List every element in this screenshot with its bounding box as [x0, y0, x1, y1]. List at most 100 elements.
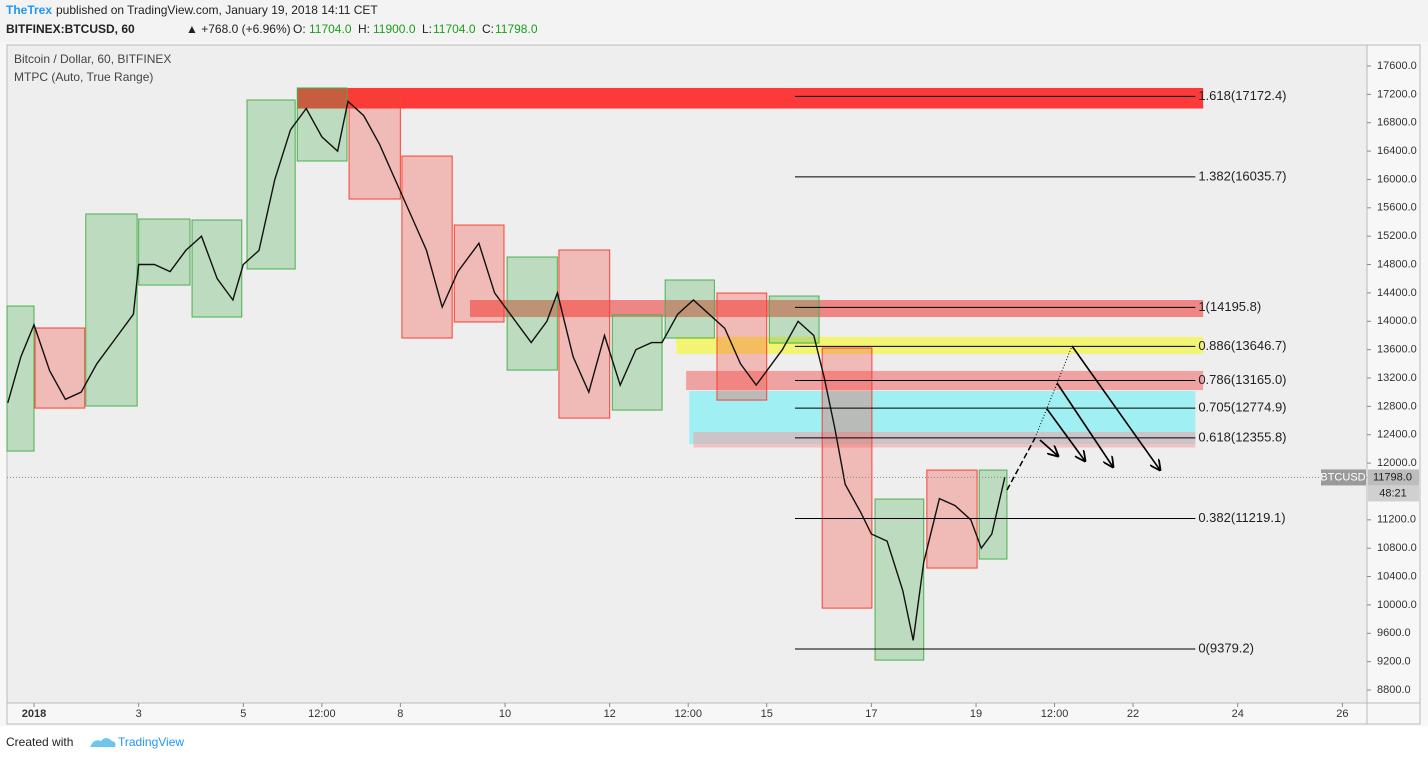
fib-label: 0.886(13646.7) — [1198, 338, 1286, 353]
mtpc-box — [296, 87, 348, 162]
mtpc-box — [453, 224, 505, 323]
mtpc-box — [348, 94, 401, 200]
projection — [1006, 345, 1160, 491]
mtpc-box — [926, 469, 978, 569]
mtpc-box — [246, 99, 296, 270]
last-price-tag — [1368, 469, 1419, 486]
mtpc-box — [401, 155, 453, 339]
y-tick-label: 12800.0 — [1377, 400, 1417, 412]
mtpc-box — [664, 279, 715, 339]
mtpc-box — [611, 314, 663, 411]
fib-label: 0.786(13165.0) — [1198, 372, 1286, 387]
symbol: BITFINEX:BTCUSD, 60 — [6, 22, 135, 36]
arrow — [1039, 439, 1058, 456]
mtpc-box — [821, 347, 873, 609]
mtpc-box — [34, 327, 86, 409]
y-tick-label: 9600.0 — [1377, 627, 1411, 639]
x-tick-label: 10 — [499, 708, 511, 720]
y-tick-label: 11200.0 — [1377, 514, 1416, 526]
logo — [90, 738, 116, 747]
projection-dashed — [1006, 437, 1036, 491]
x-tick-label: 12:00 — [308, 708, 336, 720]
x-tick-label: 3 — [136, 708, 142, 720]
arrow — [1046, 408, 1085, 461]
mtpc-box — [191, 219, 243, 318]
published: published on TradingView.com, January 19… — [56, 3, 378, 17]
c: 11798.0 — [495, 22, 538, 36]
h-label: H: — [358, 22, 370, 36]
fib-label: 1.618(17172.4) — [1198, 88, 1286, 103]
mtpc-box — [138, 218, 191, 286]
mtpc-box — [85, 213, 138, 407]
y-tick-label: 13600.0 — [1377, 344, 1417, 356]
o: 11704.0 — [309, 22, 352, 36]
zone — [693, 431, 1196, 448]
x-tick-label: 12:00 — [1041, 708, 1069, 720]
fib-label: 0.705(12774.9) — [1198, 400, 1286, 415]
y-tick-label: 14800.0 — [1377, 258, 1417, 270]
arrow — [1056, 382, 1113, 467]
x-tick-label: 26 — [1336, 708, 1348, 720]
fib-label: 1(14195.8) — [1198, 299, 1261, 314]
x-tick-label: 22 — [1127, 708, 1139, 720]
x-tick-label: 2018 — [22, 708, 46, 720]
header-bg — [0, 0, 1428, 42]
zone — [469, 300, 1204, 318]
x-tick-label: 8 — [397, 708, 403, 720]
y-tick-label: 15600.0 — [1377, 202, 1417, 214]
y-tick-label: 16800.0 — [1377, 117, 1417, 129]
chart-subtitle: MTPC (Auto, True Range) — [14, 70, 153, 84]
x-tick-label: 24 — [1232, 708, 1244, 720]
x-tick-label: 17 — [865, 708, 877, 720]
y-tick-label: 17600.0 — [1377, 60, 1417, 72]
price-line — [7, 100, 1006, 641]
y-tick-label: 12000.0 — [1377, 457, 1417, 469]
y-tick-label: 14400.0 — [1377, 287, 1417, 299]
l-label: L: — [422, 22, 432, 36]
y-tick-label: 8800.0 — [1377, 684, 1411, 696]
y-tick-label: 12400.0 — [1377, 429, 1417, 441]
mtpc-box — [506, 256, 558, 371]
x-tick-label: 12:00 — [674, 708, 702, 720]
mtpc-box — [768, 295, 820, 344]
countdown: 48:21 — [1379, 487, 1407, 499]
countdown-tag — [1368, 485, 1419, 502]
c-label: C: — [482, 22, 494, 36]
y-tick-label: 10800.0 — [1377, 542, 1417, 554]
fib-label: 0(9379.2) — [1198, 640, 1254, 655]
x-tick-label: 12 — [604, 708, 616, 720]
change: ▲ +768.0 (+6.96%) — [186, 22, 291, 36]
y-tick-label: 17200.0 — [1377, 88, 1417, 100]
last-name-tag — [1321, 469, 1366, 486]
fib-label: 0.382(11219.1) — [1198, 510, 1285, 525]
o-label: O: — [293, 22, 306, 36]
mtpc-box — [558, 249, 611, 419]
last-price: 11798.0 — [1373, 471, 1412, 483]
mtpc-box — [978, 469, 1008, 560]
chart-title: Bitcoin / Dollar, 60, BITFINEX — [14, 52, 171, 66]
price-axis-bg — [1367, 45, 1420, 703]
x-tick-label: 5 — [240, 708, 246, 720]
l: 11704.0 — [433, 22, 476, 36]
y-tick-label: 10000.0 — [1377, 599, 1417, 611]
y-tick-label: 9200.0 — [1377, 656, 1411, 668]
fib-label: 1.382(16035.7) — [1198, 168, 1286, 183]
footer-brand[interactable]: TradingView — [118, 735, 184, 749]
y-tick-label: 16000.0 — [1377, 173, 1417, 185]
arrow — [1071, 345, 1160, 470]
y-tick-label: 10400.0 — [1377, 570, 1417, 582]
y-tick-label: 15200.0 — [1377, 230, 1417, 242]
zone — [676, 336, 1204, 354]
y-tick-label: 14000.0 — [1377, 315, 1417, 327]
x-tick-label: 15 — [761, 708, 773, 720]
mtpc-box — [716, 292, 768, 401]
x-tick-label: 19 — [970, 708, 982, 720]
zone — [297, 87, 1204, 109]
mtpc-box — [6, 305, 35, 452]
y-tick-label: 16400.0 — [1377, 145, 1417, 157]
last-name: BTCUSD — [1320, 471, 1365, 483]
y-tick-label: 13200.0 — [1377, 372, 1417, 384]
fib-label: 0.618(12355.8) — [1198, 429, 1286, 444]
